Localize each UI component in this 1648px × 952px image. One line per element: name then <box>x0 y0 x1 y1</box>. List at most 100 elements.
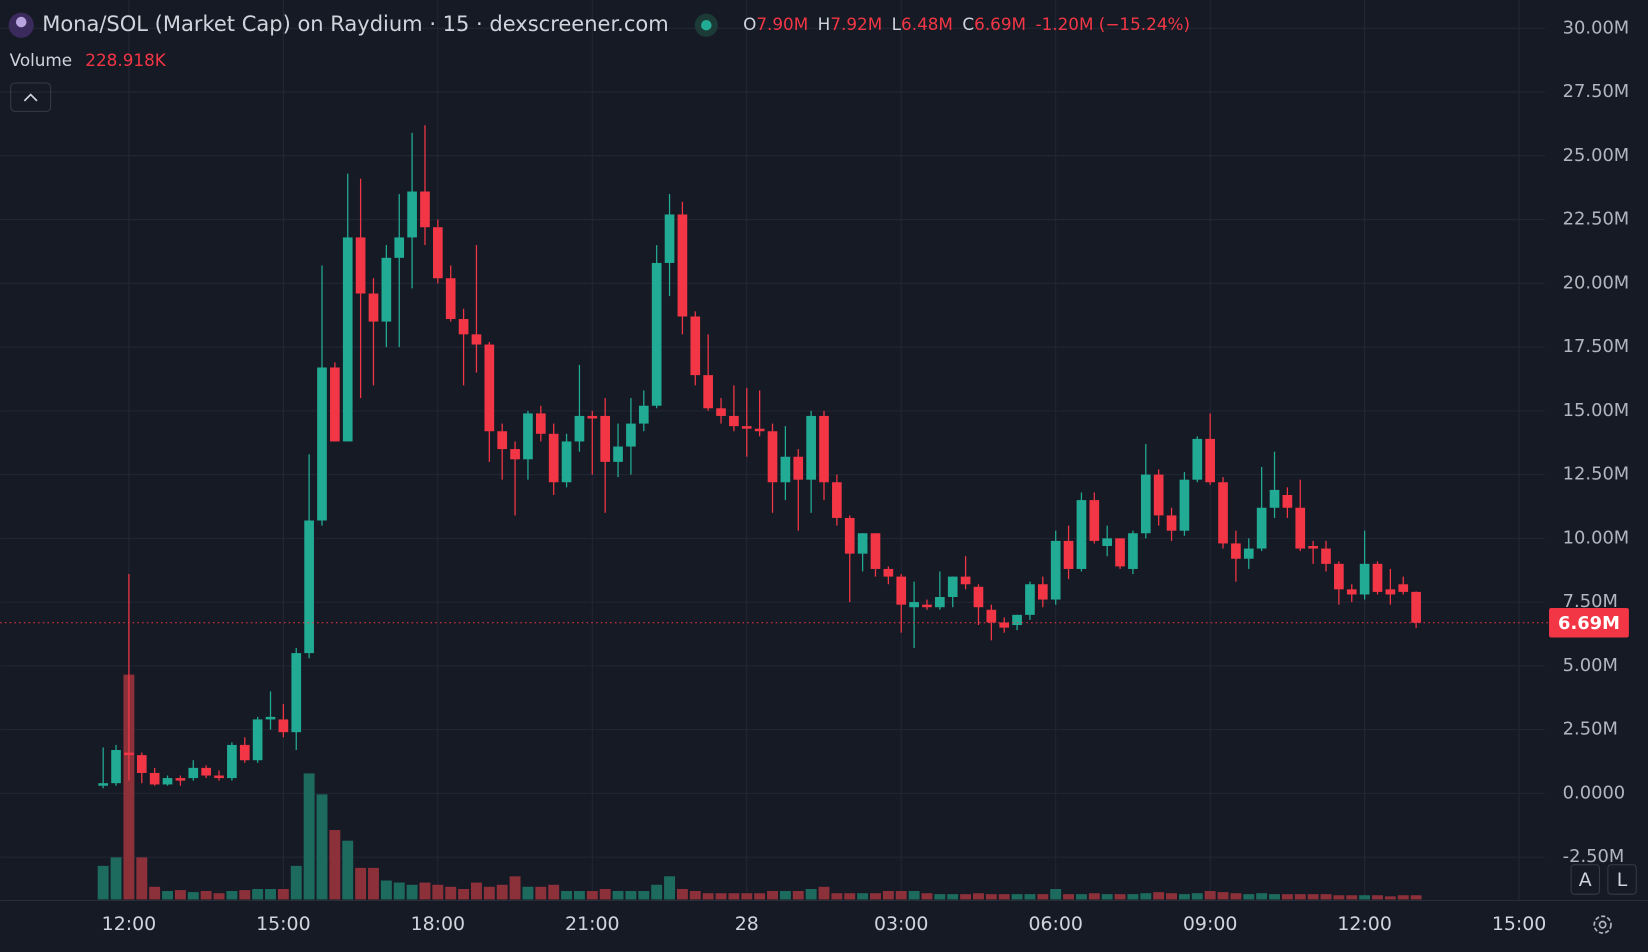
volume-bar <box>625 891 637 900</box>
current-price-label: 6.69M <box>1558 613 1620 634</box>
candle-body <box>278 719 289 733</box>
candle-body <box>690 316 701 376</box>
candle-body <box>844 517 855 554</box>
x-tick-label: 06:00 <box>1028 913 1083 935</box>
volume-bar <box>1217 892 1229 900</box>
volume-bar <box>1359 895 1371 900</box>
candle-body <box>1076 500 1087 569</box>
volume-bar <box>1243 894 1255 900</box>
volume-bar <box>779 891 791 900</box>
current-price-box <box>1549 608 1629 638</box>
y-tick-label: 30.00M <box>1563 17 1630 38</box>
candles <box>0 125 1550 789</box>
chart-title: Mona/SOL (Market Cap) on Raydium · 15 · … <box>42 11 668 36</box>
volume-bar <box>805 888 817 900</box>
candle-body <box>227 744 237 779</box>
volume-bar <box>239 890 251 900</box>
volume-bar <box>676 888 688 900</box>
axes: 30.00M 27.50M 25.00M 22.50M 20.00M 17.50M 15.0… <box>102 17 1630 935</box>
volume-bar <box>728 893 740 900</box>
candle-body <box>767 431 778 483</box>
y-tick-label: 25.00M <box>1563 145 1630 166</box>
volume-bar <box>290 865 302 900</box>
candle-body <box>1140 474 1151 534</box>
scale-button[interactable] <box>1570 864 1600 895</box>
volume-bar <box>1384 896 1396 900</box>
candle-body <box>1243 548 1254 559</box>
candle-body <box>136 755 147 773</box>
volume-bar <box>406 884 418 900</box>
settings-button[interactable] <box>1593 915 1612 934</box>
candle-body <box>124 752 134 756</box>
candle-body <box>651 262 662 406</box>
collapse-button[interactable] <box>10 82 52 112</box>
x-tick-label: 12:00 <box>1337 913 1392 935</box>
candle-body <box>1102 538 1113 547</box>
volume-bar <box>97 865 109 900</box>
candle-body <box>188 767 199 779</box>
y-tick-label: 10.00M <box>1563 527 1630 548</box>
scale-button-label[interactable]: L <box>1617 869 1628 891</box>
candle-body <box>445 278 456 320</box>
volume-bar <box>1333 895 1345 900</box>
candle-body <box>497 431 508 450</box>
volume-bar <box>664 876 676 900</box>
candle-body <box>471 334 482 345</box>
candle-body <box>638 405 649 424</box>
volume-bar <box>265 888 276 900</box>
volume-bar <box>355 867 367 900</box>
candle-body <box>535 413 546 434</box>
candle-body <box>1411 591 1421 623</box>
volume-bar <box>368 867 379 900</box>
candle-body <box>741 426 752 429</box>
candle-body <box>162 778 173 785</box>
volume-bar <box>1269 894 1280 900</box>
token-avatar-face <box>15 16 27 28</box>
candle-body <box>1398 584 1409 592</box>
collapse-button-frame[interactable] <box>10 82 52 112</box>
candle-body <box>600 415 611 462</box>
volume-bar <box>200 891 212 900</box>
candle-body <box>458 319 469 335</box>
candle-body <box>1231 543 1241 559</box>
candle-body <box>613 446 623 462</box>
candle-body <box>780 456 791 483</box>
volume-bar <box>702 893 714 900</box>
volume-bar <box>857 893 869 900</box>
x-tick-label: 28 <box>735 913 759 935</box>
volume-bar <box>1127 894 1139 900</box>
volume-bar <box>1050 888 1062 900</box>
candle-body <box>960 576 971 585</box>
candle-body <box>407 191 417 238</box>
volume-bar <box>162 891 173 900</box>
candle-body <box>999 622 1010 628</box>
candle-body <box>1050 540 1061 600</box>
volume-bar <box>1166 893 1178 900</box>
volume-bar <box>599 888 611 900</box>
gear-inner[interactable] <box>1598 920 1607 929</box>
volume-bar <box>252 888 264 900</box>
volume-bar <box>1088 893 1100 900</box>
y-tick-label: 15.00M <box>1563 400 1630 421</box>
gear-outer[interactable] <box>1593 915 1612 934</box>
collapse-caret[interactable] <box>23 93 38 102</box>
scale-button[interactable] <box>1607 864 1637 895</box>
candle-body <box>1205 438 1215 483</box>
volume-bar <box>316 794 328 900</box>
volume-bar <box>921 893 933 900</box>
volume-bar <box>1410 895 1422 900</box>
volume-bar <box>342 840 354 900</box>
y-tick-label: 20.00M <box>1563 272 1630 293</box>
legend-value: 6.48M <box>901 14 953 34</box>
candle-body <box>883 568 894 577</box>
candle-body <box>1385 589 1396 595</box>
scale-button-label[interactable]: A <box>1579 869 1592 891</box>
candle-body <box>1359 563 1370 595</box>
volume-value: 228.918K <box>85 50 166 70</box>
legend-value: 6.69M <box>974 14 1026 34</box>
volume-bar <box>1114 894 1126 900</box>
volume-bar <box>1281 894 1293 900</box>
candle-body <box>896 576 907 605</box>
